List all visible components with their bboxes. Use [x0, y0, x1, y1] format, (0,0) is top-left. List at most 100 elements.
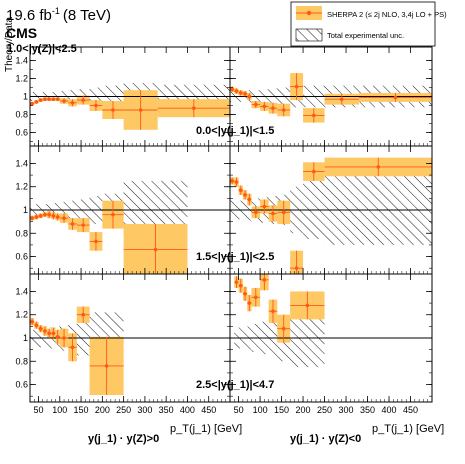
data-point: [230, 179, 234, 183]
legend-hatch-swatch: [295, 28, 323, 42]
panel-5: 0.6 0.8 1 1.2 1.4 50 100 150 200 250 300 350 400 450 2…: [15, 273, 274, 415]
data-point: [238, 188, 243, 193]
data-point: [312, 169, 316, 174]
data-point: [281, 326, 286, 331]
x-tick-label: 200: [95, 405, 110, 415]
row-label: 1.5<|y(j_1)|<2.5: [196, 251, 274, 263]
data-point: [38, 326, 43, 331]
panel-plot-area: [230, 274, 432, 368]
panel-plot-area: [30, 306, 230, 396]
x-tick-label: 450: [403, 405, 418, 415]
data-point: [62, 216, 66, 220]
data-point: [238, 283, 243, 288]
data-point: [262, 104, 267, 109]
data-point: [55, 335, 60, 339]
data-point: [47, 212, 51, 217]
column-title-left: y(j_1) · y(Z)>0: [88, 433, 159, 445]
x-tick-label: 150: [74, 405, 89, 415]
data-point: [43, 97, 47, 101]
x-tick-label: 400: [180, 405, 195, 415]
data-point: [271, 106, 275, 110]
panel-plot-area: [30, 83, 230, 130]
rapidity-z-label: 1.0<|y(Z)|<2.5: [7, 43, 77, 55]
panel-1: 0.6 0.8 1 1.2 1.4 0.0<|y(j_1)|<1.5: [15, 46, 274, 147]
legend-marker-swatch: [306, 10, 312, 16]
data-point: [294, 266, 299, 270]
x-tick-label: 300: [339, 405, 354, 415]
data-point: [153, 247, 158, 252]
x-tick-label: 50: [34, 405, 44, 415]
data-point: [62, 99, 66, 103]
lumi-label: 19.6 fb-1 (8 TeV): [6, 6, 111, 24]
x-tick-label: 350: [159, 405, 174, 415]
y-tick-label: 0.8: [15, 110, 28, 120]
data-point: [243, 193, 247, 197]
data-point: [262, 278, 267, 282]
data-point: [262, 204, 267, 209]
data-point: [111, 108, 115, 112]
data-point: [111, 212, 115, 217]
data-point: [55, 97, 60, 101]
x-tick-label: 200: [296, 405, 311, 415]
row-label: 2.5<|y(j_1)|<4.7: [196, 379, 274, 391]
data-point: [51, 331, 56, 336]
legend: SHERPA 2 (≤ 2j NLO, 3,4j LO + PS) Total …: [290, 1, 447, 47]
data-point: [55, 215, 60, 219]
data-point: [253, 102, 258, 107]
panel-3: 0.6 0.8 1 1.2 1.4 1.5<|y(j_1)|<2.5: [15, 145, 274, 275]
data-point: [281, 210, 286, 215]
data-point: [70, 345, 75, 350]
data-point: [339, 97, 344, 101]
data-point: [253, 295, 258, 300]
y-tick-label: 1.4: [15, 56, 28, 66]
data-point: [94, 239, 98, 244]
data-point: [238, 91, 243, 95]
data-point: [234, 280, 239, 284]
x-tick-label: 300: [137, 405, 152, 415]
y-tick-label: 1: [23, 92, 28, 102]
data-point: [192, 106, 196, 110]
panel-6: 50 100 150 200 250 300 350 400 450: [229, 273, 433, 415]
y-tick-label: 1: [23, 333, 28, 343]
y-tick-label: 0.8: [15, 228, 28, 238]
x-tick-label: 150: [274, 405, 289, 415]
x-tick-label: 100: [52, 405, 67, 415]
data-point: [243, 291, 247, 296]
data-point: [62, 336, 66, 340]
x-tick-label: 250: [116, 405, 131, 415]
data-point: [34, 323, 39, 328]
data-point: [51, 214, 56, 218]
data-point: [38, 98, 43, 102]
data-point: [43, 212, 47, 217]
data-point: [81, 223, 85, 227]
data-point: [47, 331, 51, 336]
y-tick-label: 1.2: [15, 74, 28, 84]
data-point: [30, 101, 34, 106]
data-point: [34, 100, 39, 104]
panel-plot-area: [30, 180, 230, 274]
y-tick-label: 0.6: [15, 380, 28, 390]
y-tick-label: 0.8: [15, 356, 28, 366]
data-point: [70, 101, 75, 105]
data-point: [305, 303, 310, 308]
y-tick-label: 1: [23, 205, 28, 215]
data-point: [81, 312, 85, 317]
data-point: [104, 364, 109, 368]
panels-group: 0.6 0.8 1 1.2 1.4 0.0<|y(j_1)|<1.5 1.0<|y(Z)|<…: [7, 43, 433, 415]
y-tick-label: 0.6: [15, 252, 28, 262]
data-point: [34, 215, 39, 219]
y-tick-label: 0.6: [15, 128, 28, 138]
panel-plot-area: [230, 73, 432, 123]
data-point: [30, 216, 34, 220]
data-point: [81, 98, 85, 102]
data-point: [281, 108, 286, 112]
data-point: [51, 97, 56, 101]
data-point: [271, 211, 275, 216]
data-point: [94, 103, 98, 108]
x-axis-title-left: p_T(j_1) [GeV]: [170, 423, 242, 435]
data-point: [247, 94, 252, 99]
panel-4: [229, 145, 433, 275]
data-point: [234, 89, 239, 93]
data-point: [312, 113, 316, 118]
x-tick-label: 250: [317, 405, 332, 415]
